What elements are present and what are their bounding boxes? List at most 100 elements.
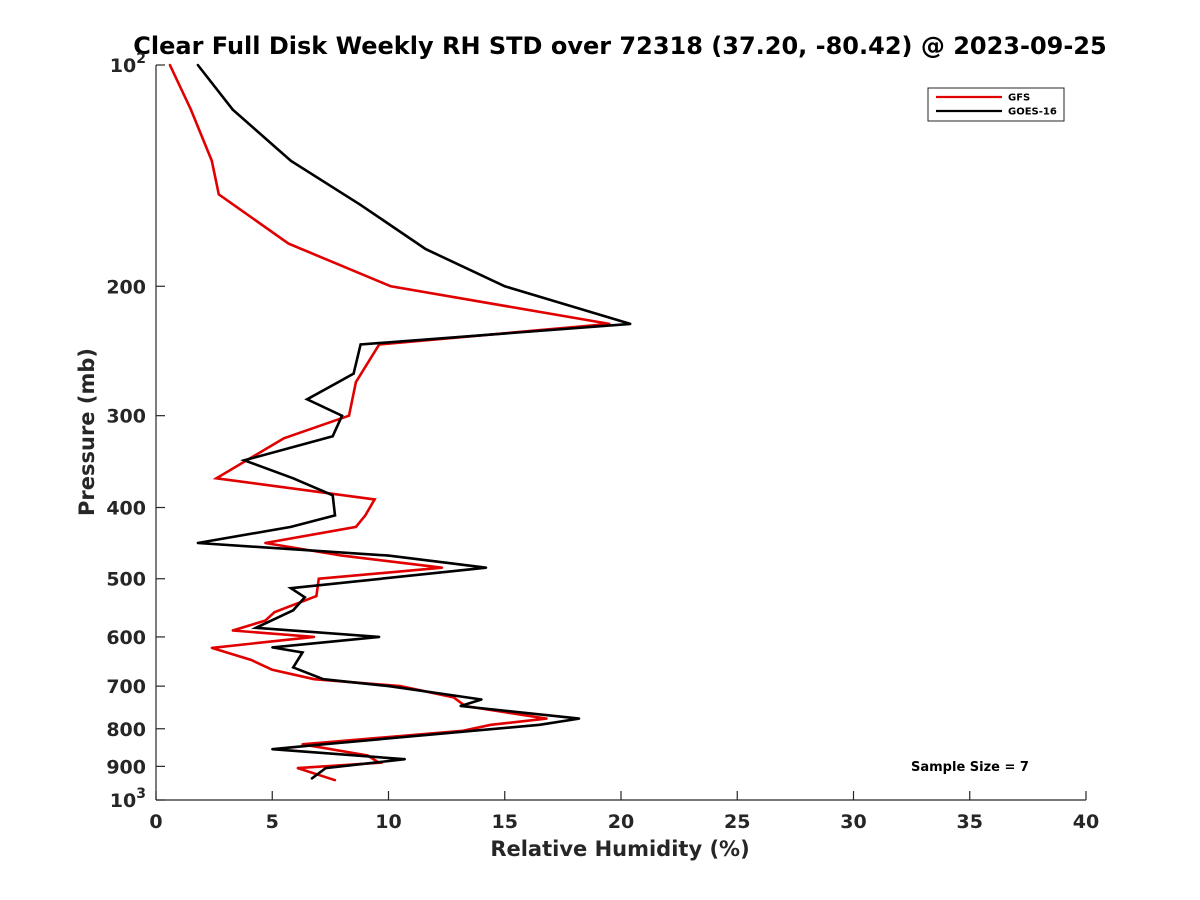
y-tick-label-800: 800 bbox=[106, 719, 146, 741]
data-point-goes16-31 bbox=[459, 704, 462, 708]
legend-label-goes16: GOES-16 bbox=[1008, 107, 1057, 118]
data-point-goes16-7 bbox=[359, 343, 362, 346]
data-point-goes16-23 bbox=[254, 626, 258, 629]
data-point-goes16-15 bbox=[333, 514, 337, 517]
data-point-goes16-10 bbox=[340, 414, 344, 417]
data-point-gfs-12 bbox=[373, 498, 376, 501]
data-point-goes16-17 bbox=[196, 541, 199, 545]
x-tick-label-35: 35 bbox=[957, 811, 983, 833]
data-point-goes16-5 bbox=[503, 285, 506, 288]
legend-label-gfs: GFS bbox=[1008, 93, 1030, 104]
data-point-goes16-35 bbox=[271, 748, 274, 751]
chart-title: Clear Full Disk Weekly RH STD over 72318… bbox=[133, 32, 1106, 60]
y-tick-label-700: 700 bbox=[106, 676, 146, 698]
data-point-gfs-15 bbox=[264, 541, 267, 545]
data-point-gfs-20 bbox=[273, 610, 276, 614]
series-layer bbox=[168, 63, 632, 782]
x-axis-ticks: 0 5 10 15 20 25 30 35 40 bbox=[149, 791, 1099, 833]
data-point-goes16-3 bbox=[359, 203, 362, 207]
legend-box bbox=[927, 87, 1065, 122]
data-point-goes16-29 bbox=[387, 684, 390, 688]
data-point-gfs-13 bbox=[364, 514, 367, 517]
data-point-goes16-13 bbox=[292, 477, 295, 480]
data-point-goes16-20 bbox=[289, 587, 293, 590]
sample-size-annotation: Sample Size = 7 bbox=[911, 760, 1029, 775]
data-point-gfs-34 bbox=[301, 743, 304, 746]
data-point-goes16-2 bbox=[289, 159, 293, 162]
data-point-goes16-0 bbox=[196, 63, 199, 67]
y-tick-label-400: 400 bbox=[106, 498, 146, 520]
plot-area bbox=[156, 65, 1086, 800]
data-point-goes16-14 bbox=[331, 494, 334, 497]
data-point-gfs-18 bbox=[317, 577, 320, 580]
x-tick-label-30: 30 bbox=[840, 811, 866, 833]
data-point-gfs-22 bbox=[231, 629, 234, 632]
data-point-gfs-32 bbox=[489, 723, 492, 726]
y-tick-label-600: 600 bbox=[106, 627, 146, 649]
data-point-goes16-26 bbox=[301, 651, 304, 654]
data-point-goes16-9 bbox=[305, 398, 309, 401]
x-tick-label-5: 5 bbox=[266, 811, 279, 833]
x-tick-label-25: 25 bbox=[724, 811, 750, 833]
x-tick-label-15: 15 bbox=[492, 811, 518, 833]
y-axis-label: Pressure (mb) bbox=[75, 348, 99, 516]
data-point-gfs-4 bbox=[287, 242, 290, 245]
data-point-goes16-27 bbox=[292, 666, 295, 669]
x-tick-label-10: 10 bbox=[375, 811, 401, 833]
legend: GFS GOES-16 bbox=[927, 87, 1065, 122]
data-point-goes16-36 bbox=[403, 758, 406, 761]
data-point-gfs-17 bbox=[440, 566, 444, 569]
data-point-gfs-1 bbox=[189, 108, 193, 111]
data-point-goes16-30 bbox=[480, 698, 483, 701]
data-point-goes16-8 bbox=[352, 372, 355, 375]
data-point-gfs-8 bbox=[354, 380, 358, 384]
data-point-goes16-21 bbox=[303, 596, 306, 599]
x-axis-label: Relative Humidity (%) bbox=[490, 837, 749, 861]
data-point-goes16-1 bbox=[231, 108, 234, 111]
data-point-gfs-27 bbox=[312, 678, 316, 681]
data-point-gfs-26 bbox=[271, 668, 274, 671]
data-point-goes16-4 bbox=[424, 247, 427, 251]
data-point-gfs-23 bbox=[312, 635, 316, 639]
data-point-goes16-38 bbox=[310, 777, 313, 780]
x-tick-label-20: 20 bbox=[608, 811, 634, 833]
data-point-goes16-19 bbox=[484, 566, 488, 569]
data-point-gfs-2 bbox=[210, 159, 213, 162]
data-point-gfs-37 bbox=[296, 766, 299, 770]
x-tick-label-0: 0 bbox=[149, 811, 162, 833]
data-point-gfs-24 bbox=[210, 646, 213, 650]
data-point-gfs-38 bbox=[333, 779, 337, 782]
data-point-goes16-32 bbox=[577, 717, 581, 720]
data-point-gfs-25 bbox=[250, 658, 253, 662]
data-point-goes16-25 bbox=[271, 646, 274, 649]
data-point-goes16-28 bbox=[322, 678, 325, 681]
data-point-goes16-16 bbox=[289, 525, 293, 529]
data-point-gfs-0 bbox=[168, 63, 172, 67]
data-point-goes16-33 bbox=[538, 723, 541, 726]
data-point-gfs-19 bbox=[315, 594, 318, 598]
y-tick-label-300: 300 bbox=[106, 406, 146, 428]
data-point-goes16-37 bbox=[324, 766, 327, 770]
data-point-goes16-11 bbox=[331, 435, 334, 438]
data-point-gfs-14 bbox=[354, 525, 358, 529]
data-point-gfs-21 bbox=[264, 619, 267, 622]
data-point-gfs-9 bbox=[347, 414, 351, 417]
data-point-gfs-31 bbox=[545, 717, 548, 720]
data-point-goes16-34 bbox=[322, 743, 325, 746]
data-point-gfs-5 bbox=[389, 285, 392, 288]
y-tick-label-200: 200 bbox=[106, 276, 146, 298]
data-point-gfs-3 bbox=[217, 193, 220, 196]
data-point-gfs-10 bbox=[282, 437, 286, 440]
data-point-goes16-12 bbox=[243, 459, 246, 462]
data-point-goes16-24 bbox=[378, 635, 381, 639]
data-point-goes16-6 bbox=[629, 322, 632, 326]
y-tick-label-500: 500 bbox=[106, 569, 146, 591]
data-point-gfs-11 bbox=[215, 477, 218, 480]
y-tick-label-900: 900 bbox=[106, 756, 146, 778]
data-point-goes16-22 bbox=[292, 609, 295, 612]
data-point-gfs-16 bbox=[340, 554, 344, 557]
data-point-goes16-18 bbox=[387, 554, 390, 557]
x-tick-label-40: 40 bbox=[1073, 811, 1099, 833]
